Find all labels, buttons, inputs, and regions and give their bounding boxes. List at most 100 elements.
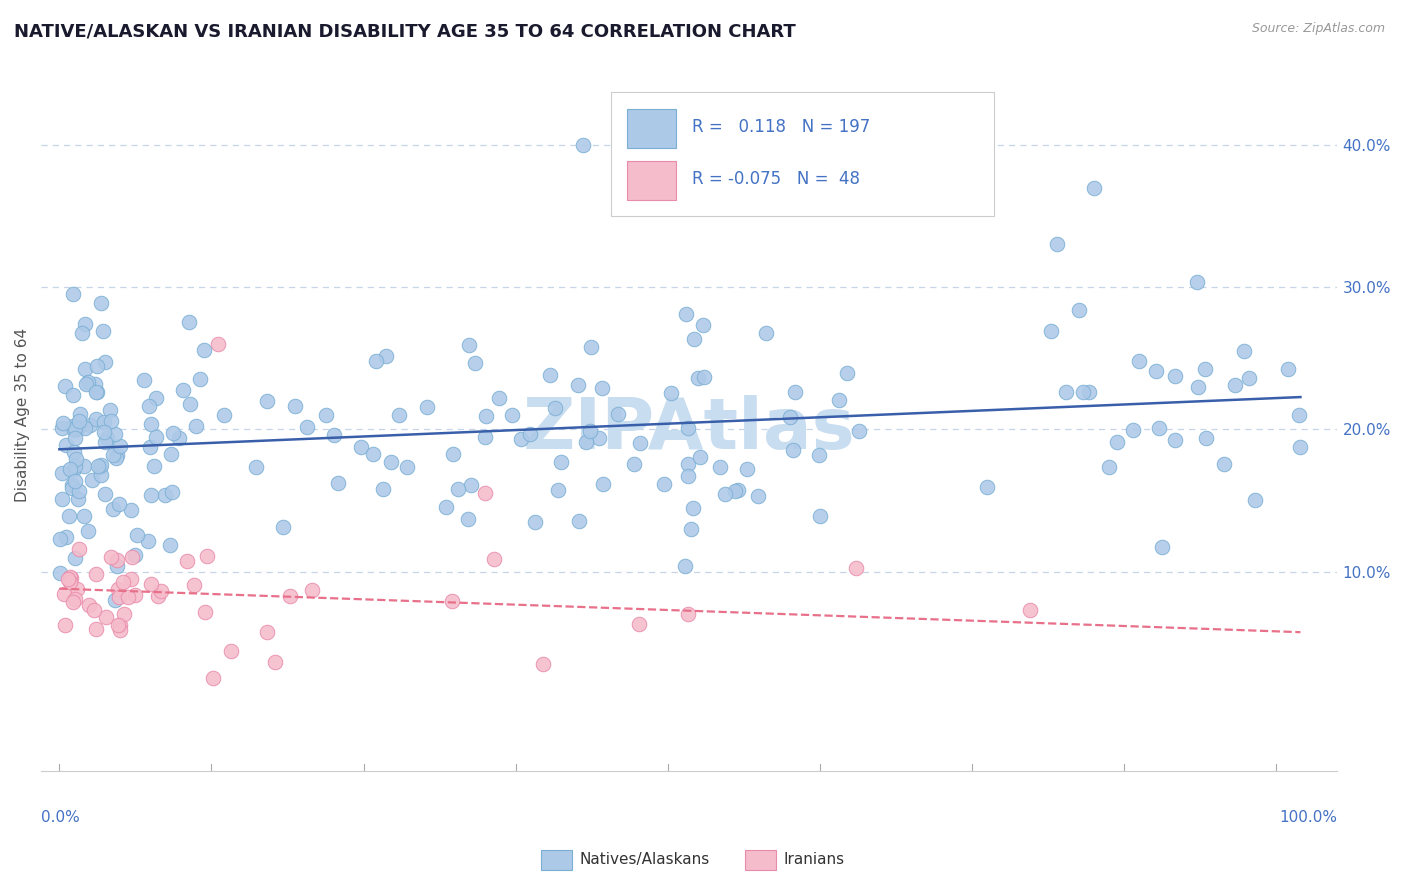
- Point: [149, 584, 172, 599]
- Point: [62, 595, 84, 609]
- Point: [1194, 361, 1216, 376]
- Point: [709, 460, 731, 475]
- Point: [689, 450, 711, 464]
- Point: [59, 575, 82, 590]
- Point: [89, 460, 111, 475]
- FancyBboxPatch shape: [627, 110, 676, 148]
- Point: [673, 558, 696, 573]
- Point: [828, 393, 851, 408]
- Point: [785, 384, 807, 399]
- Point: [141, 417, 163, 431]
- Point: [1288, 408, 1310, 422]
- Point: [93, 425, 115, 439]
- Point: [63, 474, 86, 488]
- Point: [1144, 364, 1167, 378]
- Point: [108, 617, 131, 632]
- Point: [143, 458, 166, 473]
- Text: Natives/Alaskans: Natives/Alaskans: [579, 853, 710, 867]
- Point: [1289, 440, 1312, 454]
- Point: [73, 458, 96, 473]
- Point: [900, 180, 922, 194]
- Point: [271, 520, 294, 534]
- Point: [278, 589, 301, 603]
- Point: [976, 480, 998, 494]
- Point: [323, 427, 346, 442]
- Point: [124, 589, 146, 603]
- Point: [62, 286, 84, 301]
- Point: [66, 492, 89, 507]
- Point: [148, 589, 170, 603]
- Text: 0.0%: 0.0%: [41, 810, 80, 825]
- Point: [104, 426, 127, 441]
- Point: [184, 418, 207, 433]
- Point: [692, 318, 714, 332]
- Point: [120, 572, 142, 586]
- Point: [1163, 368, 1185, 383]
- Point: [578, 424, 600, 438]
- Point: [1147, 421, 1170, 435]
- Point: [66, 420, 89, 434]
- Point: [73, 362, 96, 376]
- Point: [55, 438, 77, 452]
- Point: [1067, 303, 1090, 318]
- Point: [256, 625, 278, 640]
- Point: [138, 440, 160, 454]
- Point: [51, 491, 73, 506]
- Point: [63, 551, 86, 566]
- Point: [70, 326, 93, 340]
- Point: [1187, 380, 1209, 394]
- Point: [62, 418, 84, 433]
- Point: [49, 566, 72, 580]
- Point: [107, 590, 129, 604]
- Point: [474, 486, 496, 500]
- Point: [90, 458, 112, 472]
- Text: 100.0%: 100.0%: [1279, 810, 1337, 825]
- Text: ZIPAtlas: ZIPAtlas: [523, 395, 855, 464]
- Point: [86, 385, 108, 400]
- Point: [221, 643, 243, 657]
- Point: [107, 582, 129, 597]
- Point: [107, 497, 129, 511]
- Point: [52, 417, 75, 431]
- Point: [1233, 343, 1256, 358]
- Point: [53, 378, 76, 392]
- Point: [388, 408, 411, 422]
- Point: [1225, 378, 1247, 392]
- Point: [80, 473, 103, 487]
- Point: [51, 467, 73, 481]
- Point: [380, 455, 402, 469]
- Point: [188, 371, 211, 385]
- Point: [652, 477, 675, 491]
- Point: [675, 307, 697, 321]
- Point: [676, 469, 699, 483]
- Point: [488, 391, 510, 405]
- Point: [120, 503, 142, 517]
- Point: [105, 552, 128, 566]
- Point: [682, 500, 704, 515]
- Point: [458, 338, 481, 352]
- Point: [183, 578, 205, 592]
- Point: [195, 549, 218, 563]
- Point: [55, 530, 77, 544]
- Point: [1128, 354, 1150, 368]
- Point: [93, 434, 115, 449]
- Point: [84, 566, 107, 581]
- Point: [63, 421, 86, 435]
- Point: [714, 487, 737, 501]
- Y-axis label: Disability Age 35 to 64: Disability Age 35 to 64: [15, 328, 30, 502]
- Point: [101, 448, 124, 462]
- Point: [550, 454, 572, 468]
- Point: [145, 430, 167, 444]
- Point: [676, 421, 699, 435]
- Point: [747, 490, 769, 504]
- Point: [441, 594, 464, 608]
- Point: [683, 332, 706, 346]
- Point: [434, 500, 457, 515]
- Point: [1071, 384, 1094, 399]
- Point: [693, 369, 716, 384]
- Point: [1122, 424, 1144, 438]
- Point: [62, 388, 84, 402]
- Point: [162, 426, 184, 441]
- Point: [66, 422, 89, 436]
- Point: [134, 373, 156, 387]
